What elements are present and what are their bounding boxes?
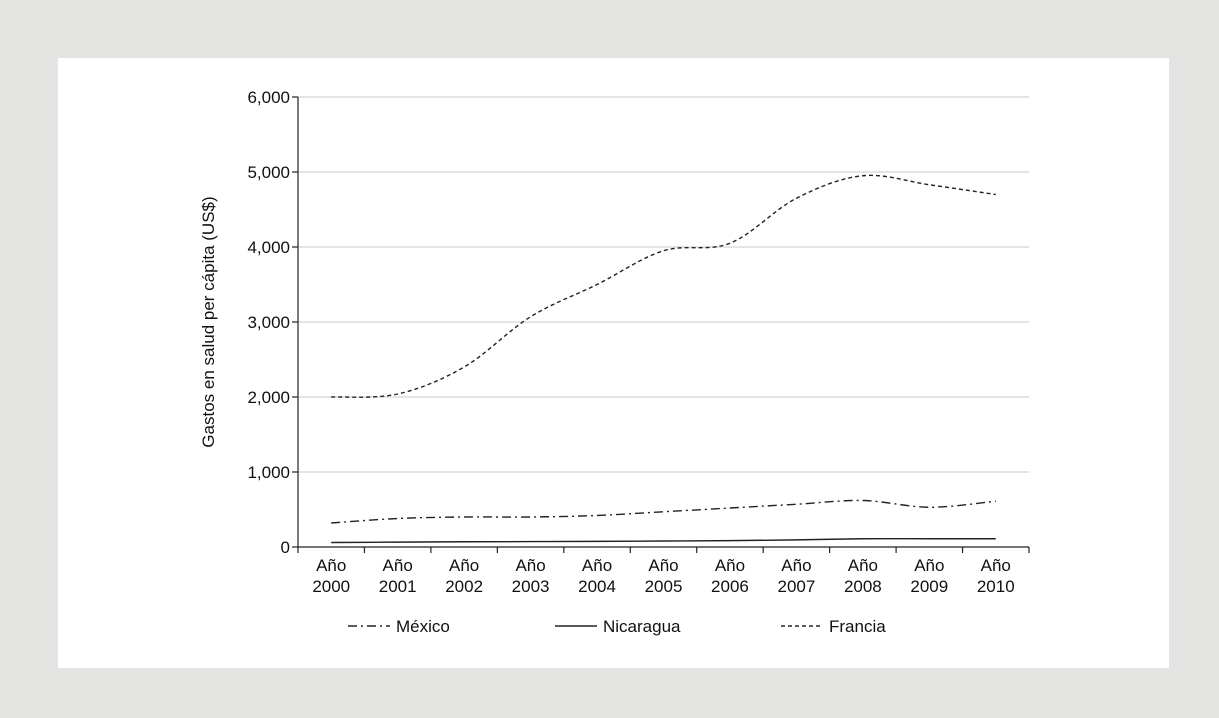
x-tick-label: Año 2005 [645, 556, 683, 596]
x-tick-label: Año 2010 [977, 556, 1015, 596]
series-line-francia [331, 174, 996, 398]
y-tick-label: 4,000 [247, 238, 290, 257]
legend-item-francia: Francia [781, 617, 886, 636]
legend-item-mexico: México [348, 617, 450, 636]
x-tick-label: Año 2002 [445, 556, 483, 596]
series-line-nicaragua [331, 537, 996, 544]
chart-panel: 0 1,000 2,000 3,000 4,000 5,000 6,000 Año 2000 A… [58, 58, 1169, 668]
x-tick-label: Año 2009 [910, 556, 948, 596]
x-tick-label: Año 2006 [711, 556, 749, 596]
y-tick-label: 5,000 [247, 163, 290, 182]
y-tick-label: 6,000 [247, 88, 290, 107]
y-tick-label: 0 [281, 538, 290, 557]
legend-label: Francia [829, 617, 886, 636]
series-line-mexico [331, 499, 996, 524]
legend: México Nicaragua Francia [348, 617, 886, 636]
x-tick-label: Año 2001 [379, 556, 417, 596]
legend-label: México [396, 617, 450, 636]
x-tick-label: Año 2007 [777, 556, 815, 596]
x-axis: Año 2000 Año 2001 Año 2002 Año 2003 Año 2004 Año 20… [297, 546, 1030, 596]
gridlines [298, 96, 1029, 473]
x-tick-label: Año 2004 [578, 556, 616, 596]
x-tick-label: Año 2008 [844, 556, 882, 596]
legend-item-nicaragua: Nicaragua [555, 617, 681, 636]
y-tick-label: 1,000 [247, 463, 290, 482]
series-lines [331, 174, 996, 544]
x-tick-label: Año 2003 [512, 556, 550, 596]
y-tick-label: 2,000 [247, 388, 290, 407]
y-axis-label: Gastos en salud per cápita (US$) [199, 196, 218, 447]
legend-label: Nicaragua [603, 617, 681, 636]
x-tick-label: Año 2000 [312, 556, 350, 596]
y-tick-label: 3,000 [247, 313, 290, 332]
y-axis: 0 1,000 2,000 3,000 4,000 5,000 6,000 [247, 88, 299, 557]
